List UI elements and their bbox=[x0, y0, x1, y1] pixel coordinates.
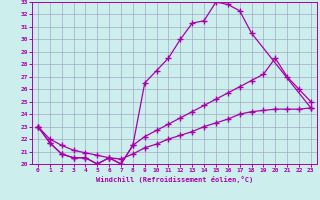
X-axis label: Windchill (Refroidissement éolien,°C): Windchill (Refroidissement éolien,°C) bbox=[96, 176, 253, 183]
